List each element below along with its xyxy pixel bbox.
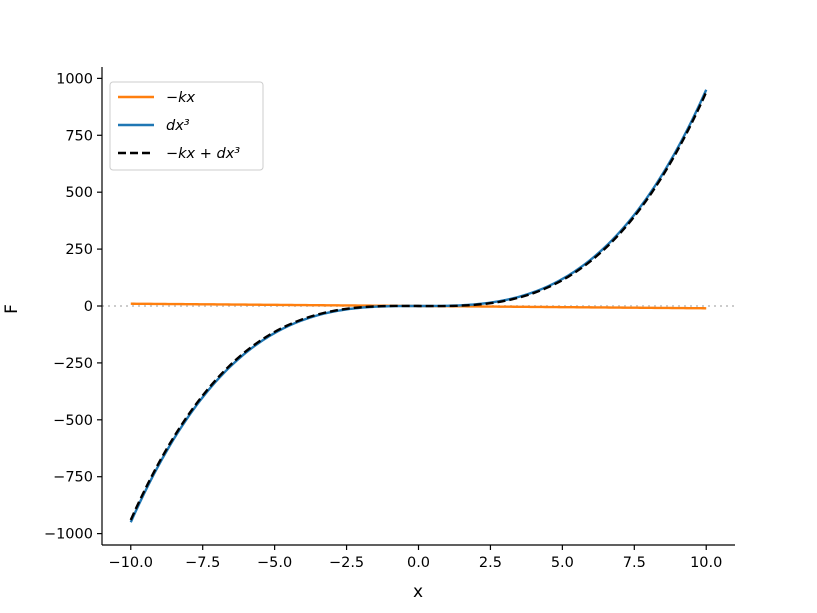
legend: −kx dx³ −kx + dx³: [109, 81, 264, 171]
x-tick-label: −5.0: [257, 555, 292, 571]
x-tick-label: 7.5: [623, 555, 646, 571]
y-tick-label: −500: [53, 413, 93, 429]
x-tick-label: −2.5: [329, 555, 364, 571]
y-axis-label: F: [2, 304, 22, 314]
x-tick-label: 0.0: [407, 555, 430, 571]
x-tick-label: −10.0: [109, 555, 153, 571]
y-tick-label: −750: [53, 470, 93, 486]
legend-label-3: −kx + dx³: [166, 146, 240, 162]
legend-label-2: dx³: [166, 118, 190, 134]
y-tick-label: −250: [53, 356, 93, 372]
x-tick-label: 2.5: [479, 555, 502, 571]
legend-frame: [109, 81, 264, 171]
x-tick-label: −7.5: [185, 555, 220, 571]
y-tick-label: 500: [65, 185, 93, 201]
y-tick-label: 250: [65, 242, 93, 258]
legend-label-1: −kx: [166, 90, 196, 106]
y-tick-label: 0: [84, 299, 93, 315]
y-tick-label: 750: [65, 128, 93, 144]
x-axis-label: x: [413, 582, 423, 602]
y-tick-label: 1000: [56, 71, 93, 87]
x-tick-label: 5.0: [551, 555, 574, 571]
series-line-3: [129, 91, 708, 521]
x-tick-label: 10.0: [690, 555, 722, 571]
y-tick-label: −1000: [44, 527, 93, 543]
